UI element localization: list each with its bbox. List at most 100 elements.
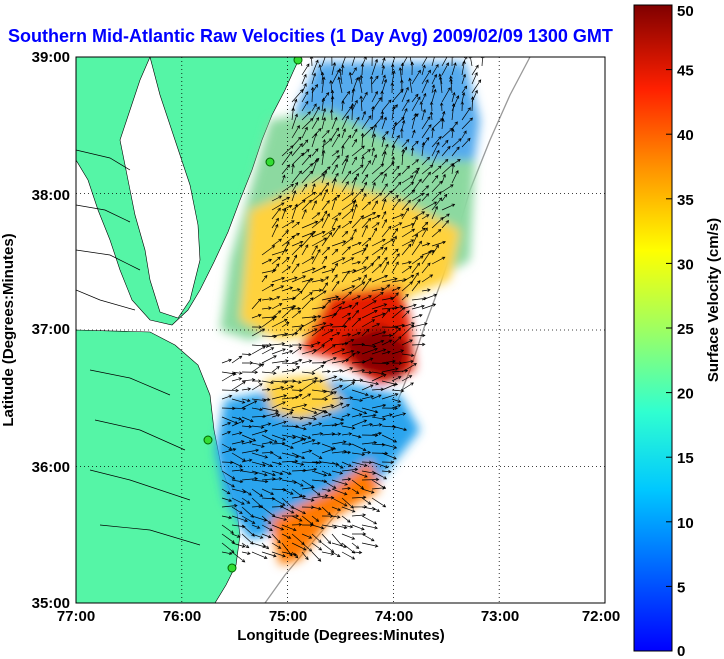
velocity-arrow	[371, 163, 385, 175]
velocity-arrow	[411, 262, 421, 274]
velocity-arrow	[301, 376, 319, 382]
velocity-arrow	[261, 407, 279, 413]
velocity-arrow	[341, 432, 353, 436]
velocity-arrow	[331, 172, 339, 184]
velocity-arrow	[301, 497, 315, 502]
velocity-arrow	[351, 495, 367, 500]
velocity-arrow	[371, 312, 386, 319]
velocity-arrow	[341, 312, 352, 319]
velocity-arrow	[361, 115, 372, 130]
velocity-arrow	[431, 84, 436, 94]
velocity-arrow	[281, 452, 300, 459]
velocity-arrow	[321, 210, 328, 220]
velocity-arrow	[371, 461, 389, 469]
velocity-arrow	[341, 144, 345, 157]
velocity-arrow	[391, 327, 401, 337]
velocity-arrow	[251, 407, 264, 412]
velocity-arrow	[351, 228, 357, 238]
velocity-arrow	[361, 422, 374, 427]
velocity-arrow	[301, 126, 308, 139]
velocity-arrow	[331, 297, 342, 301]
velocity-arrow	[381, 74, 386, 85]
velocity-arrow	[361, 91, 368, 103]
velocity-arrow	[421, 116, 431, 130]
velocity-arrow	[351, 513, 367, 517]
velocity-arrow	[341, 154, 349, 166]
velocity-arrow	[261, 450, 274, 455]
velocity-arrow	[371, 274, 389, 283]
velocity-arrow	[351, 128, 358, 139]
velocity-arrow	[351, 443, 367, 452]
velocity-arrow	[391, 165, 400, 175]
velocity-arrow	[421, 201, 438, 211]
velocity-arrow	[321, 329, 334, 337]
velocity-arrow	[301, 551, 309, 561]
velocity-arrow	[401, 363, 417, 373]
velocity-arrow	[441, 184, 454, 193]
velocity-arrow	[281, 208, 287, 220]
velocity-arrow	[411, 170, 419, 184]
velocity-arrow	[391, 404, 402, 409]
velocity-arrow	[261, 440, 273, 445]
velocity-arrow	[381, 359, 396, 364]
velocity-arrow	[331, 324, 348, 329]
velocity-arrow	[391, 398, 402, 403]
velocity-arrow	[410, 61, 414, 76]
velocity-arrow	[291, 152, 305, 166]
velocity-arrow	[318, 64, 323, 76]
velocity-arrow	[281, 150, 293, 166]
velocity-arrow	[381, 367, 399, 373]
velocity-arrow	[341, 515, 351, 523]
velocity-arrow	[231, 371, 243, 375]
velocity-arrow	[231, 406, 247, 411]
colorbar-tick-label: 50	[677, 3, 694, 20]
velocity-arrow	[321, 389, 334, 394]
velocity-arrow	[321, 524, 338, 529]
velocity-arrow	[281, 304, 297, 310]
velocity-arrow	[361, 237, 372, 247]
grid-lines	[76, 57, 605, 603]
colorbar-tick-label: 15	[677, 450, 694, 467]
velocity-arrow	[321, 182, 330, 193]
velocity-arrow	[321, 200, 330, 211]
velocity-arrow	[301, 244, 309, 256]
velocity-arrow	[441, 203, 456, 211]
velocity-arrow	[301, 267, 316, 274]
velocity-arrow	[400, 128, 404, 139]
velocity-arrow	[291, 306, 302, 311]
velocity-arrow	[401, 119, 406, 130]
velocity-arrow	[371, 470, 388, 480]
velocity-arrow	[371, 431, 383, 436]
radar-site	[265, 157, 275, 167]
velocity-arrow	[261, 515, 272, 525]
velocity-arrow	[321, 149, 326, 166]
velocity-arrow	[281, 361, 299, 366]
velocity-arrow	[401, 243, 412, 256]
velocity-arrow	[301, 439, 316, 445]
velocity-arrow	[291, 107, 295, 121]
velocity-arrow	[371, 292, 384, 301]
velocity-arrow	[301, 380, 317, 391]
velocity-arrow	[341, 90, 351, 103]
velocity-arrow	[361, 193, 367, 202]
velocity-arrow	[331, 551, 341, 557]
velocity-arrow	[231, 479, 244, 484]
velocity-arrow	[271, 542, 282, 549]
velocity-arrow	[301, 422, 313, 427]
plot-frame	[75, 56, 606, 604]
velocity-arrow	[241, 424, 253, 429]
velocity-arrow	[301, 183, 308, 193]
velocity-arrow	[331, 127, 340, 139]
velocity-arrow	[381, 256, 388, 265]
velocity-arrow	[401, 239, 415, 247]
x-tick-label: 77:00	[57, 608, 95, 625]
velocity-arrow	[421, 69, 431, 85]
velocity-arrow	[311, 83, 319, 94]
velocity-arrow	[341, 208, 354, 220]
velocity-arrow	[271, 348, 286, 355]
velocity-arrow	[341, 220, 353, 229]
velocity-arrow	[271, 207, 281, 220]
velocity-arrow	[391, 116, 405, 130]
velocity-arrow	[231, 381, 246, 391]
velocity-arrow	[231, 515, 248, 523]
